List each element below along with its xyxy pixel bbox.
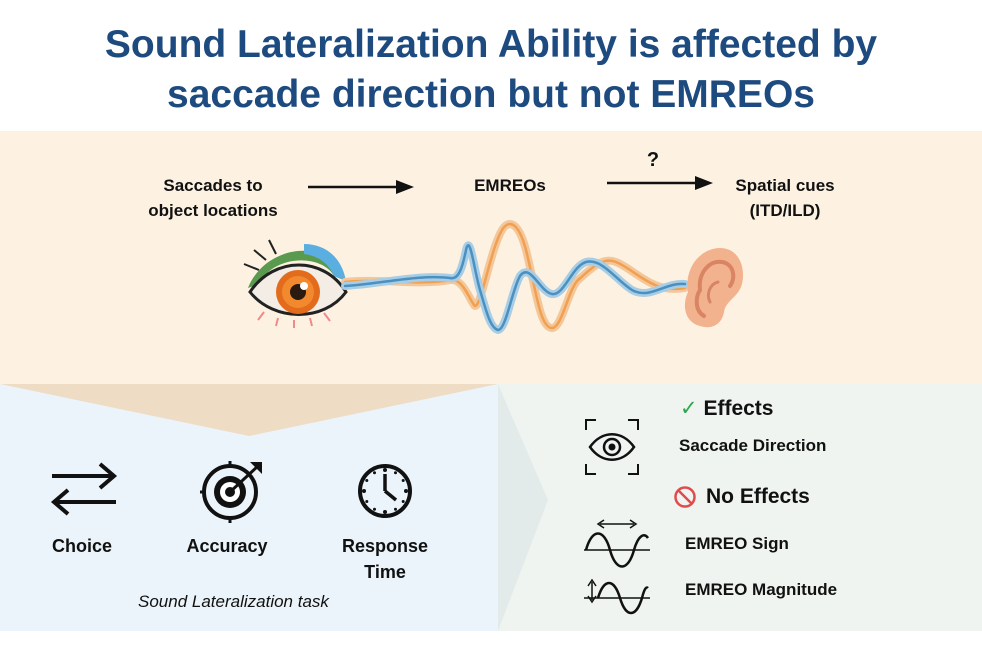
response-line-2: Time bbox=[364, 562, 406, 582]
results-panel bbox=[498, 384, 982, 631]
target-icon bbox=[200, 461, 262, 523]
orange-waveform-band bbox=[341, 220, 689, 333]
emreo-magnitude-label: EMREO Magnitude bbox=[685, 580, 838, 599]
arrow-saccades-to-emreos bbox=[308, 180, 414, 194]
title-line-1: Sound Lateralization Ability is affected… bbox=[104, 23, 878, 66]
spatial-cues-label: Spatial cues (ITD/ILD) bbox=[715, 173, 855, 223]
task-caption: Sound Lateralization task bbox=[138, 592, 329, 611]
check-icon: ✓ bbox=[680, 397, 698, 420]
effects-heading-text: Effects bbox=[703, 397, 774, 420]
ear-illustration bbox=[684, 248, 744, 328]
question-mark: ? bbox=[646, 149, 660, 171]
spatial-line-2: (ITD/ILD) bbox=[749, 201, 821, 220]
clock-icon bbox=[358, 464, 412, 518]
effects-heading: ✓ Effects bbox=[680, 396, 773, 421]
eye-illustration bbox=[243, 239, 348, 328]
arrow-emreos-to-cues bbox=[607, 176, 713, 190]
accuracy-label: Accuracy bbox=[186, 536, 268, 556]
saccades-label: Saccades to object locations bbox=[128, 173, 298, 223]
response-time-label: Response Time bbox=[330, 533, 440, 585]
page-title: Sound Lateralization Ability is affected… bbox=[0, 20, 982, 120]
saccades-line-1: Saccades to bbox=[163, 176, 263, 195]
chevron-shape bbox=[498, 384, 548, 631]
choice-label: Choice bbox=[51, 536, 112, 556]
no-entry-icon bbox=[674, 486, 696, 508]
swap-arrows-icon bbox=[50, 462, 118, 516]
emreo-waveforms bbox=[341, 220, 689, 335]
saccade-direction-label: Saccade Direction bbox=[679, 436, 827, 455]
funnel-shape bbox=[0, 384, 498, 436]
sine-wave-magnitude-icon bbox=[584, 578, 650, 615]
spatial-line-1: Spatial cues bbox=[735, 176, 835, 195]
title-line-2: saccade direction but not EMREOs bbox=[167, 73, 815, 116]
eye-scan-icon bbox=[585, 419, 639, 475]
emreos-label: EMREOs bbox=[474, 176, 546, 195]
saccades-line-2: object locations bbox=[148, 201, 278, 220]
no-effects-heading: No Effects bbox=[706, 485, 810, 508]
emreo-sign-label: EMREO Sign bbox=[685, 534, 789, 553]
sine-wave-sign-icon bbox=[584, 519, 650, 568]
blue-waveform bbox=[343, 244, 687, 332]
response-line-1: Response bbox=[341, 536, 429, 556]
